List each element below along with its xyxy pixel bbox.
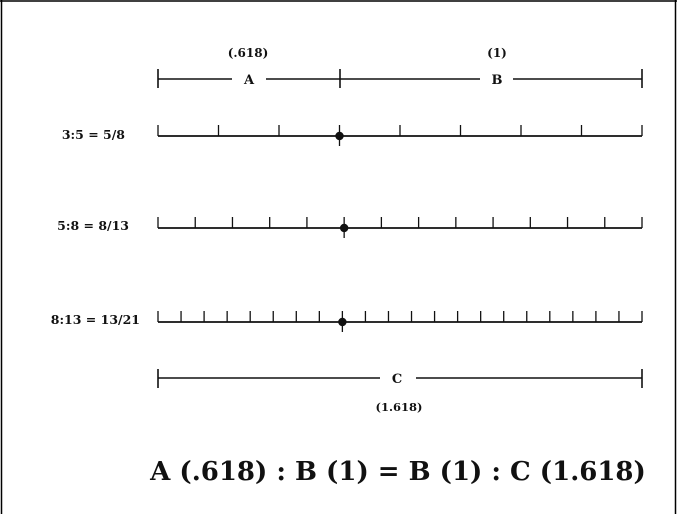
segment-a-value: (.618): [228, 46, 269, 60]
segment-b-value: (1): [487, 46, 507, 60]
ruler-label-thirteenths: 8:13 = 13/21: [51, 312, 140, 327]
ruler-label-eighths: 5:8 = 8/13: [57, 218, 129, 233]
ruler-label-fifths: 3:5 = 5/8: [62, 127, 125, 142]
ruler-twenty-firsts: [158, 311, 642, 332]
ruler-thirteenths: [158, 217, 642, 238]
ruler-split-dot: [338, 318, 346, 326]
ruler-split-dot: [340, 224, 348, 232]
ruler-eighths: [158, 125, 642, 146]
segment-b-label: B: [492, 73, 503, 88]
segment-c-label: C: [392, 372, 402, 387]
segment-a-label: A: [243, 73, 255, 88]
segment-c-value: (1.618): [376, 400, 423, 414]
ruler-split-dot: [335, 132, 343, 140]
golden-ratio-equation: A (.618) : B (1) = B (1) : C (1.618): [149, 457, 646, 487]
